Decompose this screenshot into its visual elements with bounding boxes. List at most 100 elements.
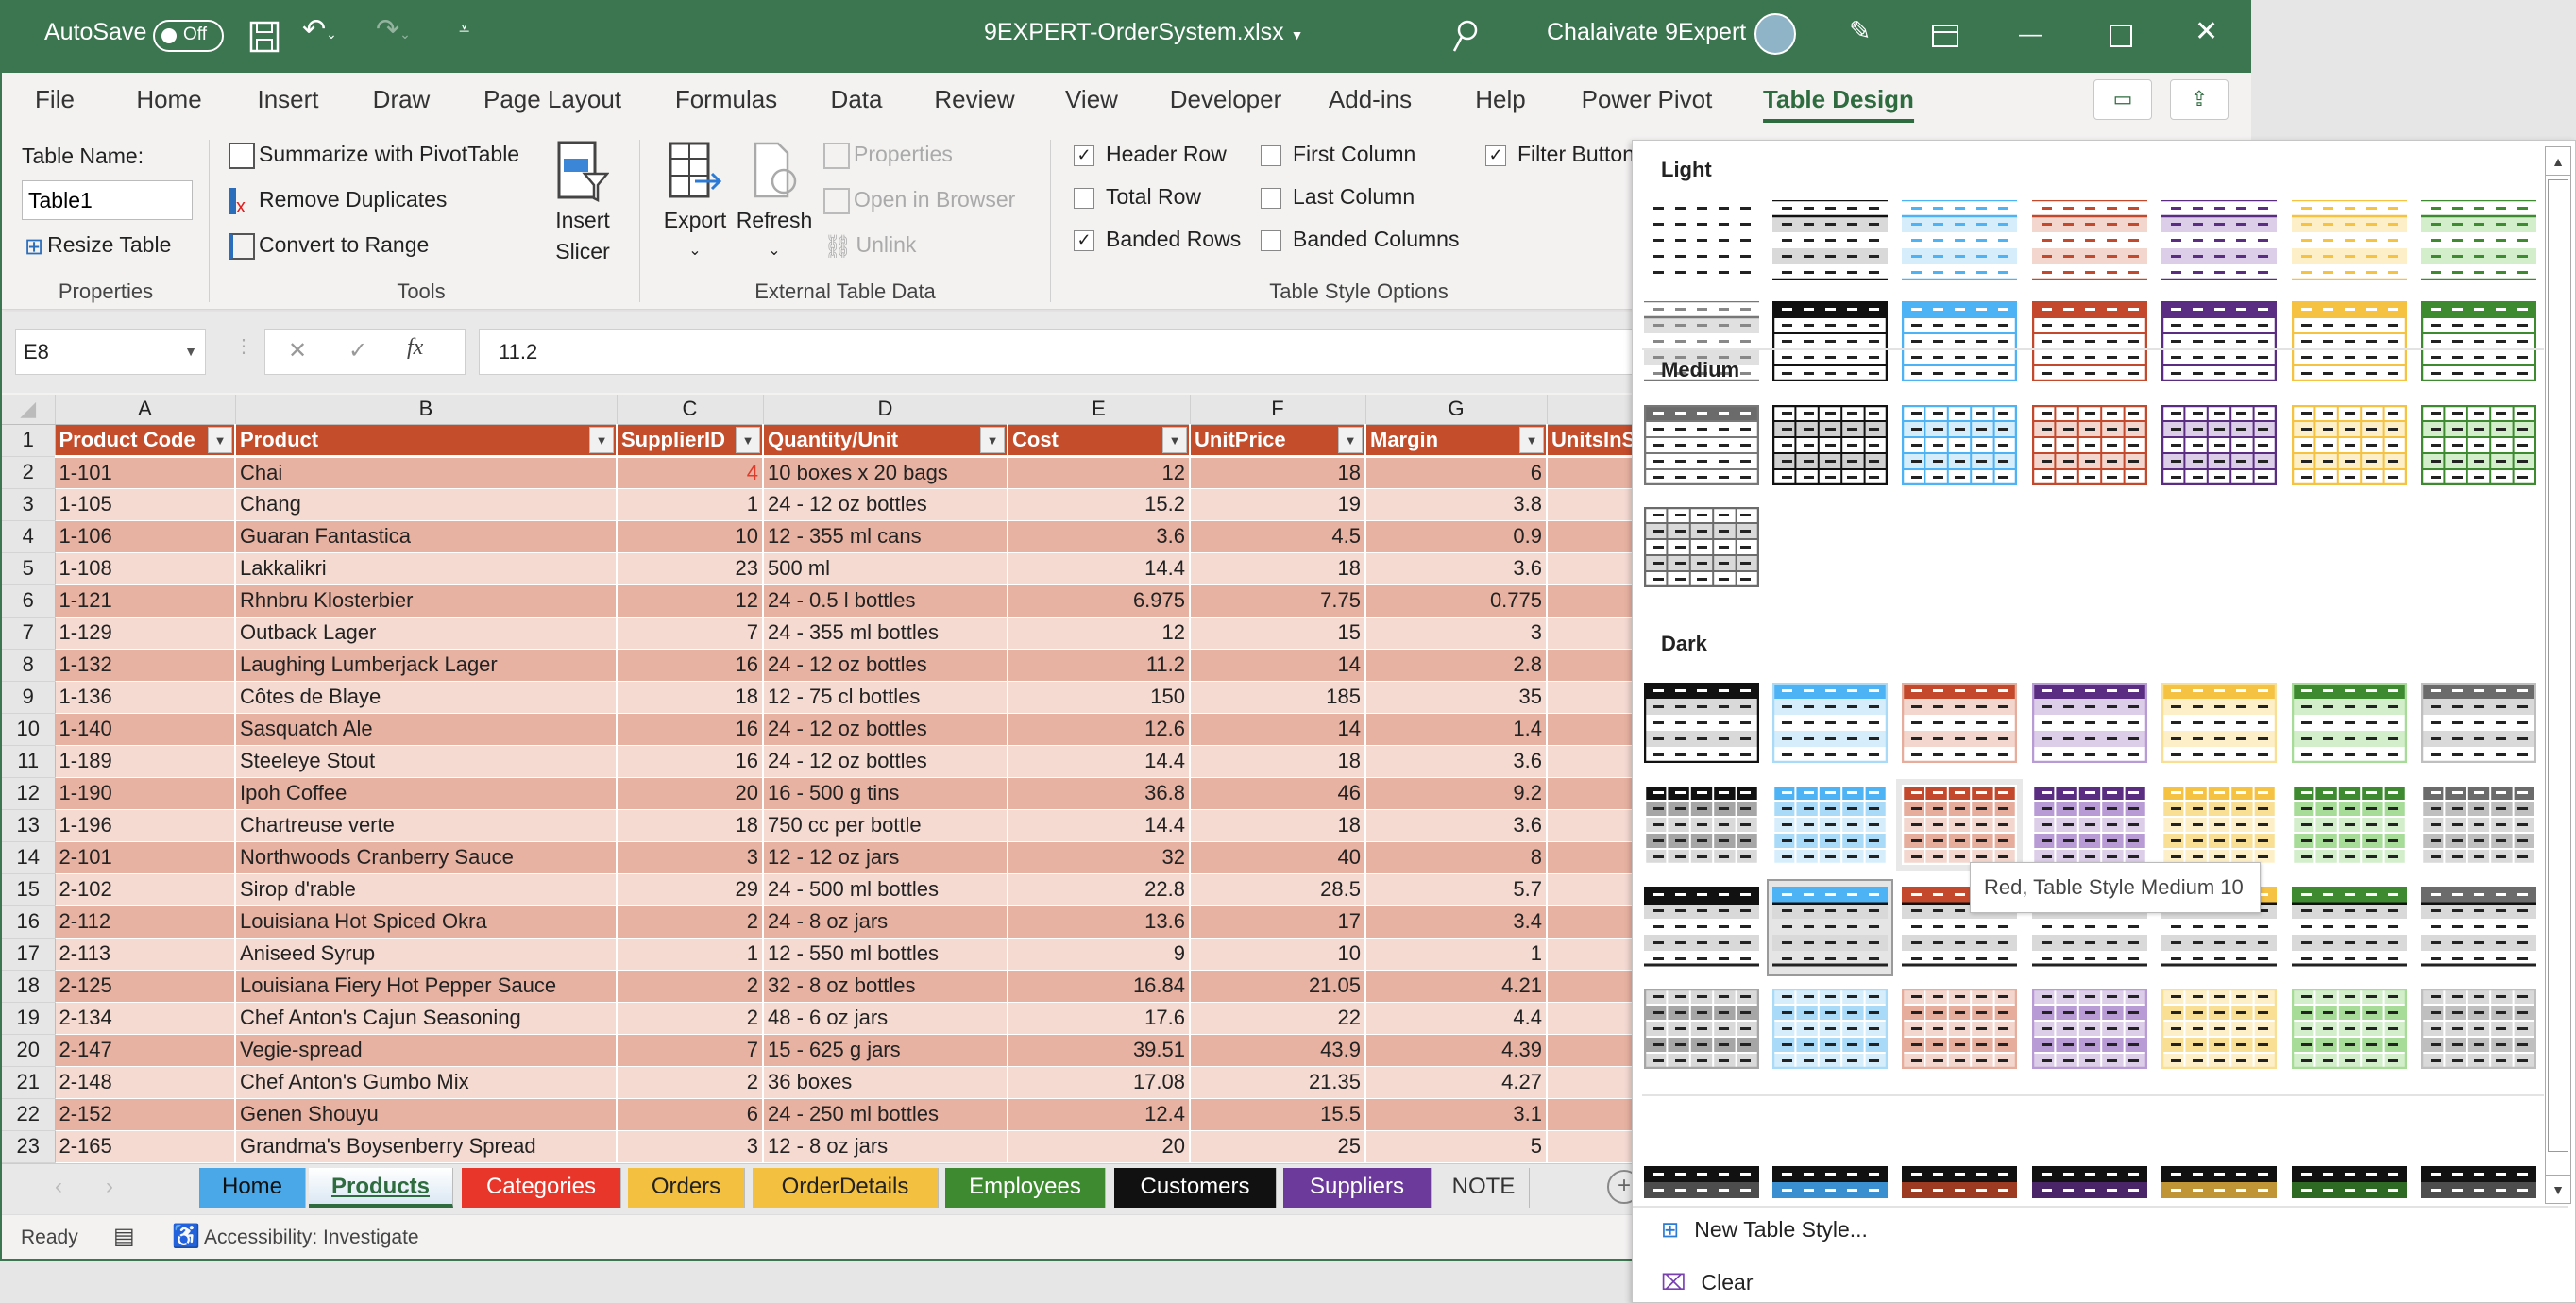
cell-f8[interactable]: 14 <box>1190 649 1366 682</box>
table-style-thumbnail[interactable] <box>2161 405 2277 485</box>
table-style-thumbnail[interactable] <box>2292 301 2407 381</box>
cell-d5[interactable]: 500 ml <box>763 552 1008 585</box>
cell-d6[interactable]: 24 - 0.5 l bottles <box>763 584 1008 618</box>
macro-record-icon[interactable]: ▤ <box>113 1224 135 1249</box>
file-title[interactable]: 9EXPERT-OrderSystem.xlsx ▼ <box>984 19 1304 45</box>
tab-insert[interactable]: Insert <box>257 85 319 113</box>
table-style-thumbnail[interactable] <box>1644 301 1759 381</box>
table-style-thumbnail[interactable] <box>2032 785 2147 865</box>
cell-e2[interactable]: 12 <box>1008 456 1191 489</box>
cell-c2[interactable]: 4 <box>617 456 764 489</box>
banded-rows-checkbox[interactable]: ✓ Banded Rows <box>1074 227 1241 252</box>
clear-item[interactable]: ⌧ Clear <box>1661 1270 1753 1295</box>
cell-f6[interactable]: 7.75 <box>1190 584 1366 618</box>
cell-c23[interactable]: 3 <box>617 1130 764 1163</box>
comments-button[interactable]: ▭ <box>2093 79 2152 120</box>
pen-icon[interactable]: ✎ <box>1849 16 1872 45</box>
cell-b2[interactable]: Chai <box>235 456 618 489</box>
header-row-checkbox[interactable]: ✓ Header Row <box>1074 142 1227 167</box>
open-in-browser-button[interactable]: Open in Browser <box>823 187 1015 214</box>
cell-a2[interactable]: 1-101 <box>55 456 236 489</box>
cell-d13[interactable]: 750 cc per bottle <box>763 809 1008 842</box>
cell-b20[interactable]: Vegie-spread <box>235 1034 618 1067</box>
cell-a12[interactable]: 1-190 <box>55 777 236 810</box>
cell-b17[interactable]: Aniseed Syrup <box>235 938 618 971</box>
row-header[interactable]: 4 <box>2 520 56 553</box>
cell-b22[interactable]: Genen Shouyu <box>235 1098 618 1131</box>
cell-c13[interactable]: 18 <box>617 809 764 842</box>
filter-dropdown-icon[interactable]: ▼ <box>1519 426 1544 453</box>
cell-f20[interactable]: 43.9 <box>1190 1034 1366 1067</box>
row-header[interactable]: 11 <box>2 745 56 778</box>
table-style-thumbnail[interactable] <box>1644 785 1759 865</box>
table-style-thumbnail[interactable] <box>2421 301 2536 381</box>
row-header[interactable]: 23 <box>2 1130 56 1163</box>
table-style-thumbnail[interactable] <box>1772 785 1888 865</box>
table-style-thumbnail[interactable] <box>2292 989 2407 1069</box>
row-header[interactable]: 6 <box>2 584 56 618</box>
table-style-thumbnail[interactable] <box>2161 301 2277 381</box>
cell-a21[interactable]: 2-148 <box>55 1066 236 1099</box>
cell-d19[interactable]: 48 - 6 oz jars <box>763 1002 1008 1035</box>
cell-f3[interactable]: 19 <box>1190 488 1366 521</box>
table-style-thumbnail[interactable] <box>1644 989 1759 1069</box>
cell-c3[interactable]: 1 <box>617 488 764 521</box>
cell-c18[interactable]: 2 <box>617 970 764 1003</box>
cell-c17[interactable]: 1 <box>617 938 764 971</box>
cell-e15[interactable]: 22.8 <box>1008 873 1191 906</box>
table-style-thumbnail[interactable] <box>1772 989 1888 1069</box>
sheet-tab-categories[interactable]: Categories <box>462 1168 621 1208</box>
cell-d7[interactable]: 24 - 355 ml bottles <box>763 617 1008 650</box>
cell-e8[interactable]: 11.2 <box>1008 649 1191 682</box>
cell-d11[interactable]: 24 - 12 oz bottles <box>763 745 1008 778</box>
cell-g5[interactable]: 3.6 <box>1365 552 1548 585</box>
row-header[interactable]: 9 <box>2 681 56 714</box>
cell-d2[interactable]: 10 boxes x 20 bags <box>763 456 1008 489</box>
row-header[interactable]: 16 <box>2 905 56 939</box>
cell-b18[interactable]: Louisiana Fiery Hot Pepper Sauce <box>235 970 618 1003</box>
cell-g8[interactable]: 2.8 <box>1365 649 1548 682</box>
cell-d20[interactable]: 15 - 625 g jars <box>763 1034 1008 1067</box>
cell-a23[interactable]: 2-165 <box>55 1130 236 1163</box>
sheet-tab-note[interactable]: NOTE <box>1438 1168 1530 1208</box>
cell-g6[interactable]: 0.775 <box>1365 584 1548 618</box>
table-style-thumbnail[interactable] <box>2032 1166 2147 1246</box>
cell-g13[interactable]: 3.6 <box>1365 809 1548 842</box>
cell-c15[interactable]: 29 <box>617 873 764 906</box>
cell-f13[interactable]: 18 <box>1190 809 1366 842</box>
cell-g22[interactable]: 3.1 <box>1365 1098 1548 1131</box>
table-style-thumbnail[interactable] <box>1772 1166 1888 1246</box>
cell-c11[interactable]: 16 <box>617 745 764 778</box>
cell-c22[interactable]: 6 <box>617 1098 764 1131</box>
row-header[interactable]: 20 <box>2 1034 56 1067</box>
refresh-button[interactable]: Refresh ⌄ <box>735 140 814 260</box>
tab-power-pivot[interactable]: Power Pivot <box>1581 85 1713 113</box>
cell-c5[interactable]: 23 <box>617 552 764 585</box>
cell-e6[interactable]: 6.975 <box>1008 584 1191 618</box>
ribbon-display-icon[interactable] <box>1932 25 1958 47</box>
cell-d23[interactable]: 12 - 8 oz jars <box>763 1130 1008 1163</box>
cell-g9[interactable]: 35 <box>1365 681 1548 714</box>
tab-draw[interactable]: Draw <box>372 85 431 113</box>
header-cell[interactable]: Product Code ▼ <box>55 424 236 458</box>
cell-d17[interactable]: 12 - 550 ml bottles <box>763 938 1008 971</box>
tab-page-layout[interactable]: Page Layout <box>483 85 622 113</box>
cell-a7[interactable]: 1-129 <box>55 617 236 650</box>
table-style-thumbnail[interactable] <box>2032 989 2147 1069</box>
sheet-tab-home[interactable]: Home <box>199 1168 306 1208</box>
cell-c4[interactable]: 10 <box>617 520 764 553</box>
cell-f21[interactable]: 21.35 <box>1190 1066 1366 1099</box>
cell-b7[interactable]: Outback Lager <box>235 617 618 650</box>
cell-c10[interactable]: 16 <box>617 713 764 746</box>
cell-b19[interactable]: Chef Anton's Cajun Seasoning <box>235 1002 618 1035</box>
column-header-f[interactable]: F <box>1190 395 1366 425</box>
table-name-input[interactable] <box>22 180 193 220</box>
filter-dropdown-icon[interactable]: ▼ <box>1162 426 1187 453</box>
row-header[interactable]: 21 <box>2 1066 56 1099</box>
table-style-thumbnail[interactable] <box>2292 887 2407 967</box>
cell-f12[interactable]: 46 <box>1190 777 1366 810</box>
cell-e14[interactable]: 32 <box>1008 841 1191 874</box>
maximize-icon[interactable] <box>2110 25 2132 47</box>
table-style-thumbnail[interactable] <box>2421 683 2536 763</box>
table-style-thumbnail[interactable] <box>2032 200 2147 280</box>
